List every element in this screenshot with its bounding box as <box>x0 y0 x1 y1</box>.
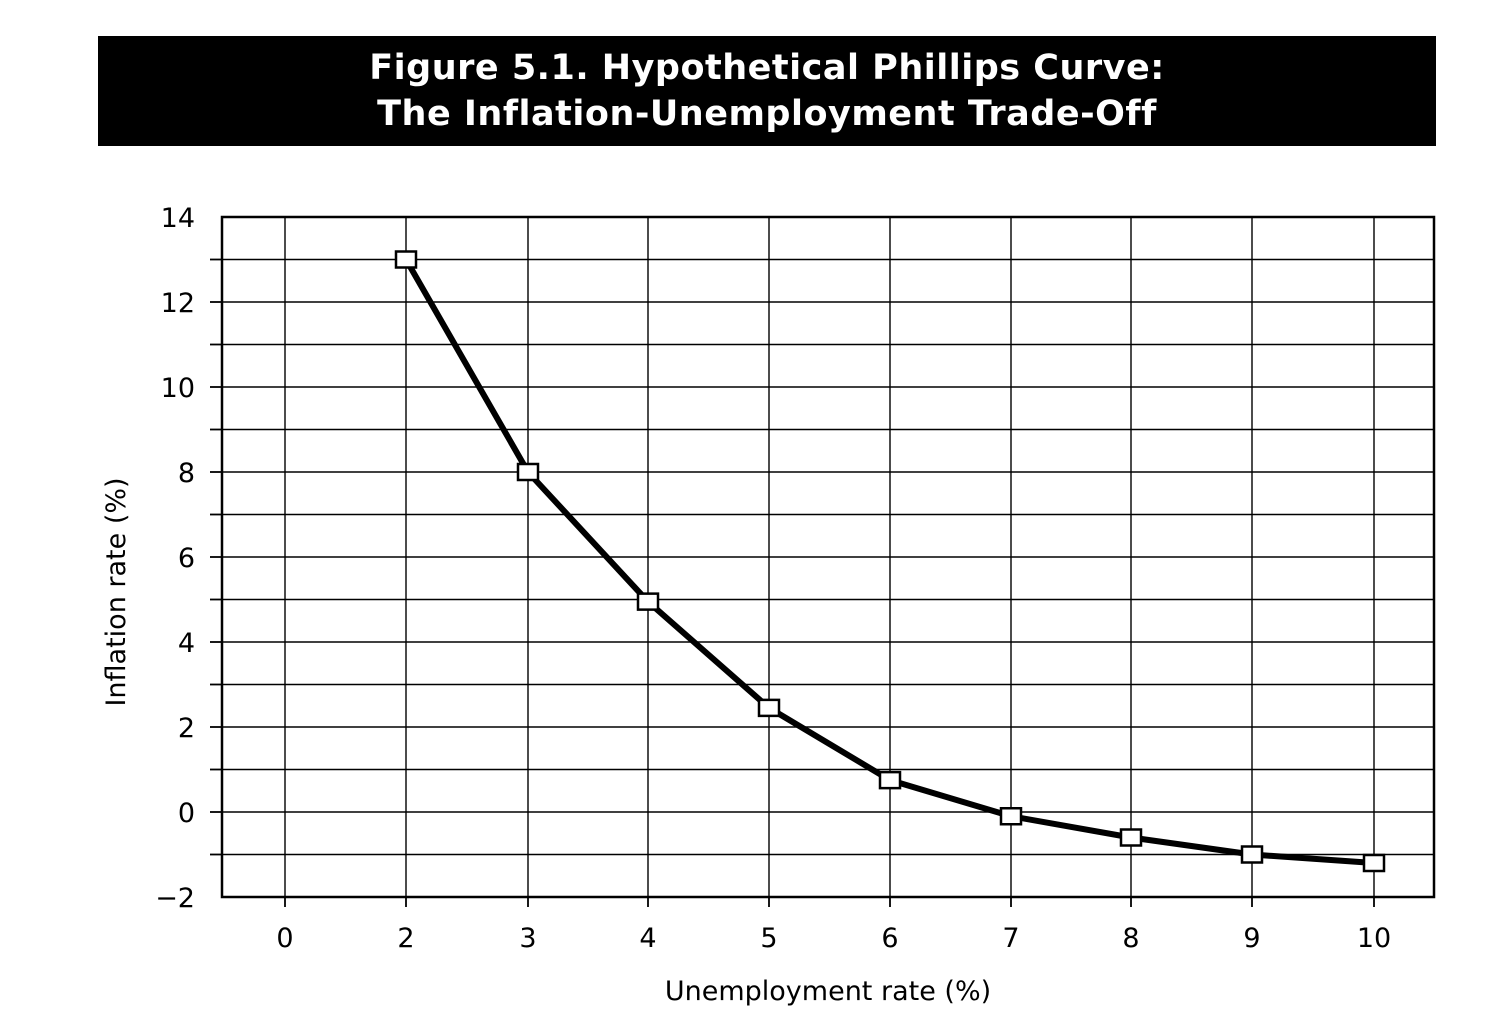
y-axis-tick-labels: 14 12 10 8 6 4 2 0 −2 <box>155 203 195 914</box>
series-layer <box>394 250 1386 873</box>
x-axis-tick-labels: 0 2 3 4 5 6 7 8 9 10 <box>276 923 1391 954</box>
data-point-marker <box>1119 828 1143 847</box>
chart-title-line-2: The Inflation-Unemployment Trade-Off <box>377 94 1157 134</box>
x-tick-label: 9 <box>1243 923 1260 954</box>
data-point-marker <box>516 462 540 482</box>
data-point-marker <box>636 592 660 611</box>
x-tick-label: 7 <box>1002 923 1019 954</box>
data-point-marker <box>878 770 902 790</box>
data-point-marker <box>1240 845 1264 864</box>
data-point-marker <box>757 698 781 718</box>
y-tick-label: 2 <box>178 713 195 744</box>
x-tick-label: 6 <box>881 923 898 954</box>
x-tick-label: 4 <box>639 923 656 954</box>
x-tick-label: 3 <box>519 923 536 954</box>
x-tick-label: 8 <box>1122 923 1139 954</box>
data-point-marker <box>1362 853 1386 873</box>
y-tick-label: 0 <box>178 798 195 829</box>
y-tick-label: 14 <box>161 203 195 234</box>
x-tick-label: 5 <box>760 923 777 954</box>
y-tick-label: 8 <box>178 458 195 489</box>
y-tick-label: 12 <box>161 288 195 319</box>
data-point-marker <box>999 807 1023 826</box>
y-tick-label: −2 <box>155 883 195 914</box>
data-point-marker <box>394 250 418 269</box>
y-tick-label: 6 <box>178 543 195 574</box>
x-tick-label: 0 <box>276 923 293 954</box>
x-tick-label: 2 <box>397 923 414 954</box>
y-tick-label: 10 <box>161 373 195 404</box>
chart-title-banner: Figure 5.1. Hypothetical Phillips Curve:… <box>98 36 1436 146</box>
x-axis-label: Unemployment rate (%) <box>665 976 991 1007</box>
grid-lines <box>222 217 1434 897</box>
x-tick-label: 10 <box>1357 923 1391 954</box>
chart-title-line-1: Figure 5.1. Hypothetical Phillips Curve: <box>369 48 1165 88</box>
y-tick-label: 4 <box>178 628 195 659</box>
axis-ticks <box>210 258 1375 907</box>
y-axis-label: Inflation rate (%) <box>101 477 132 706</box>
